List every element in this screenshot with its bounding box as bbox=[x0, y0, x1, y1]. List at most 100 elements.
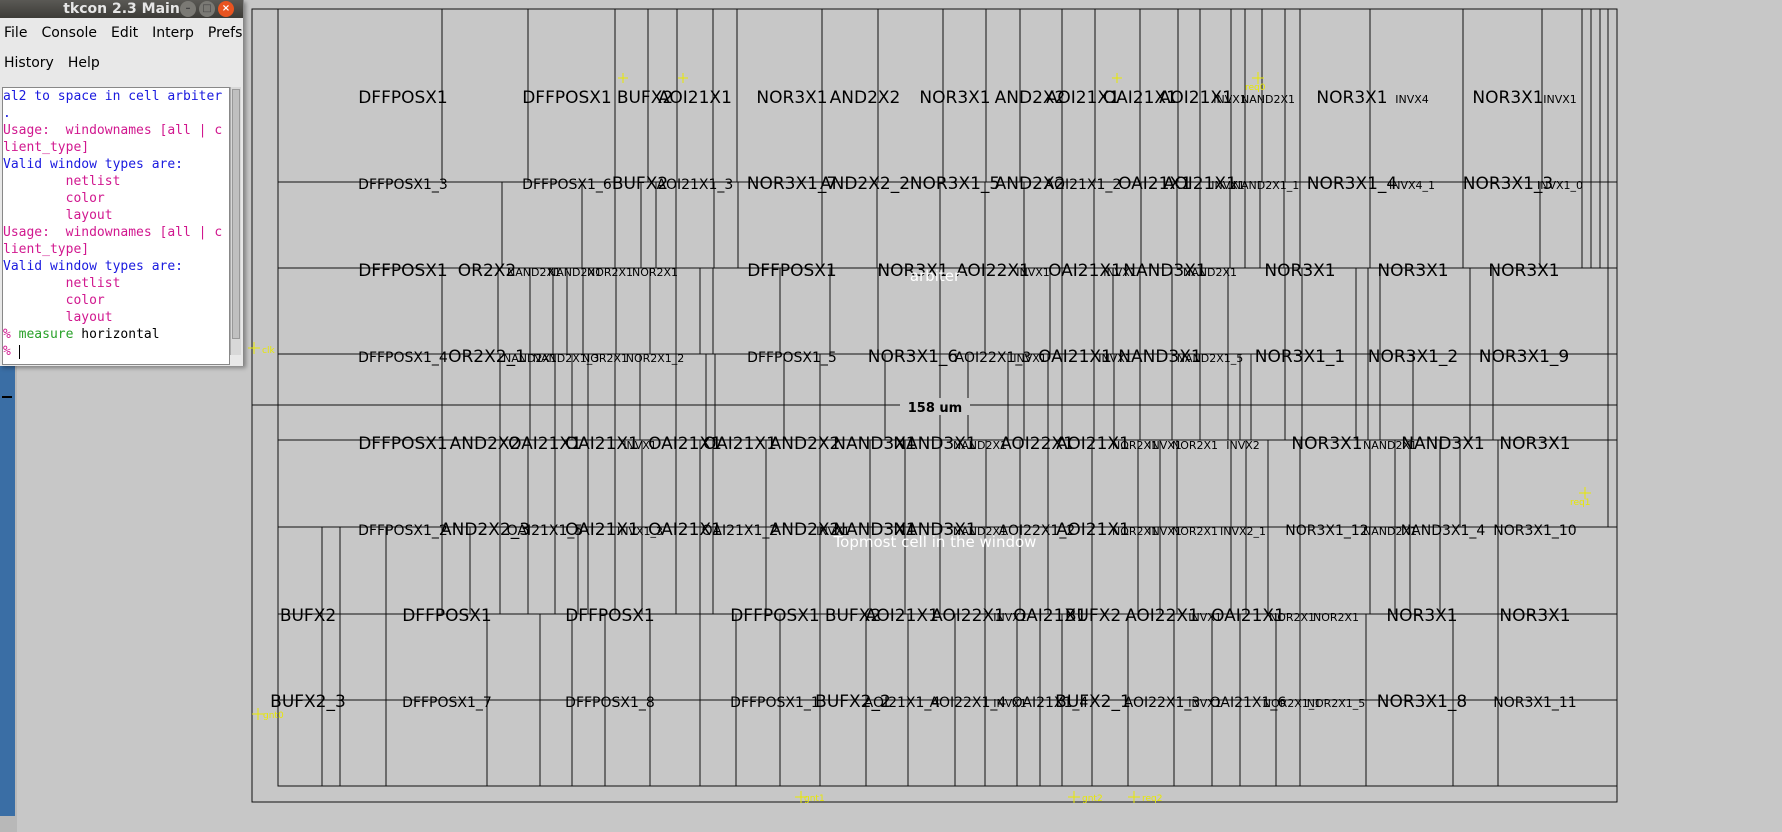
ruler-label-bg bbox=[900, 398, 970, 415]
cell-instance-label: OAI21X1 bbox=[565, 434, 639, 454]
cell-instance-label: NOR3X1_4 bbox=[1307, 174, 1398, 194]
prompt-symbol: % bbox=[3, 327, 11, 342]
cell-instance-label: INVX1 bbox=[1148, 439, 1182, 452]
console-lines: al2 to space in cell arbiter. Usage: wind… bbox=[3, 88, 229, 326]
console-line: Usage: windownames [all | c bbox=[3, 123, 223, 138]
launcher-strip[interactable] bbox=[0, 366, 15, 816]
cell-instance-label: NOR3X1 bbox=[1264, 261, 1335, 281]
cell-instance-label: NOR3X1_5 bbox=[910, 174, 1001, 194]
cell-instance-label: DFFPOSX1_3 bbox=[358, 177, 448, 193]
cell-instance-label: OAI21X1 bbox=[565, 520, 639, 540]
overlays: arbiter 158 um Topmost cell in the windo… bbox=[833, 267, 1037, 551]
cell-instance-label: NOR3X1 bbox=[1291, 434, 1362, 454]
cell-instance-label: DFFPOSX1_5 bbox=[747, 350, 837, 366]
menu-edit[interactable]: Edit bbox=[111, 25, 139, 41]
cell-instance-label: DFFPOSX1 bbox=[522, 88, 612, 108]
cell-instance-label: NOR2X1_5 bbox=[1307, 697, 1366, 710]
cell-instance-label: AOI21X1 bbox=[1159, 88, 1233, 108]
console-line: . bbox=[3, 106, 11, 121]
cell-instance-label: OAI21X1_4 bbox=[1012, 695, 1089, 711]
cell-instance-label: INVX1 bbox=[1211, 179, 1245, 192]
cell-instance-label: INVX2_1 bbox=[1220, 525, 1266, 538]
cell-instance-label: NAND2X1 bbox=[953, 439, 1007, 452]
cell-instance-label: AOI21X1_3 bbox=[657, 177, 734, 193]
cell-instance-label: DFFPOSX1_8 bbox=[565, 695, 655, 711]
cell-instance-label: NOR3X1 bbox=[1386, 606, 1457, 626]
cell-instance-label: OAI21X1 bbox=[1048, 261, 1122, 281]
cell-instance-label: OAI21X1 bbox=[648, 434, 722, 454]
close-icon[interactable]: × bbox=[218, 1, 234, 17]
cell-instance-label: DFFPOSX1 bbox=[358, 434, 448, 454]
cell-instance-label: NOR2X1 bbox=[582, 352, 628, 365]
cell-instance-label: AOI22X1 bbox=[1000, 434, 1074, 454]
cell-instance-label: INVX1 bbox=[1103, 266, 1137, 279]
menu-file[interactable]: File bbox=[4, 25, 28, 41]
tkcon-window: tkcon 2.3 Main – □ × File Console Edit I… bbox=[0, 0, 244, 366]
cell-instance-label: NAND2X1_3 bbox=[533, 352, 599, 365]
console-input-line[interactable]: % bbox=[3, 343, 229, 360]
menu-history[interactable]: History bbox=[4, 55, 54, 71]
cell-instance-label: NOR3X1 bbox=[919, 88, 990, 108]
cell-instance-label: AOI21X1 bbox=[1056, 520, 1130, 540]
cell-instance-label: AOI21X1 bbox=[1046, 88, 1120, 108]
topmost-cell-hint: Topmost cell in the window bbox=[833, 533, 1037, 551]
cell-instance-label: NAND3X1 bbox=[893, 434, 976, 454]
minimize-icon[interactable]: – bbox=[180, 1, 196, 17]
cell-instance-label: AND2X2 bbox=[995, 174, 1066, 194]
cell-instance-label: NOR3X1 bbox=[1499, 434, 1570, 454]
cell-instance-label: DFFPOSX1 bbox=[730, 606, 820, 626]
cell-instance-label: NAND2X1_1 bbox=[1233, 179, 1299, 192]
menu-help[interactable]: Help bbox=[67, 55, 100, 71]
menu-prefs[interactable]: Prefs bbox=[207, 25, 243, 41]
cell-instance-label: NOR2X1 bbox=[1172, 525, 1218, 538]
input-prompt-symbol: % bbox=[3, 344, 11, 359]
cell-instance-label: INVX1 bbox=[1213, 93, 1247, 106]
console-line: Usage: windownames [all | c bbox=[3, 225, 223, 240]
prompt-argument: horizontal bbox=[81, 327, 160, 342]
scrollbar-thumb[interactable] bbox=[232, 89, 240, 339]
cell-instance-label: INVX1 bbox=[993, 611, 1027, 624]
pin-label-clk: clk bbox=[262, 346, 275, 356]
cell-instance-label: AOI22X1 bbox=[1125, 606, 1199, 626]
cell-instance-label: AOI21X1_4 bbox=[864, 695, 941, 711]
cell-instance-label: NOR2X1 bbox=[1269, 611, 1315, 624]
console-line: Valid window types are: bbox=[3, 259, 184, 274]
console-line: lient_type] bbox=[3, 242, 90, 257]
cell-instance-label: NAND3X1 bbox=[1401, 434, 1484, 454]
cell-instance-label: NOR3X1_9 bbox=[1479, 347, 1570, 367]
cell-instance-label: AOI21X1 bbox=[1163, 174, 1237, 194]
cell-instance-label: NOR3X1_3 bbox=[1463, 174, 1554, 194]
cell-instance-label: NAND2X1_5 bbox=[1177, 352, 1243, 365]
console-line: Valid window types are: bbox=[3, 157, 184, 172]
cell-instance-label: NOR2X1 bbox=[632, 266, 678, 279]
cell-instance-label: NOR3X1_10 bbox=[1493, 523, 1576, 539]
cell-instance-label: NAND2X1 bbox=[1183, 266, 1237, 279]
cell-instance-label: OAI21X1_2 bbox=[702, 523, 779, 539]
cell-instance-label: INVX1 bbox=[1543, 93, 1577, 106]
maximize-icon[interactable]: □ bbox=[199, 1, 215, 17]
cell-instance-label: AOI21X1 bbox=[1056, 434, 1130, 454]
cell-instance-label: OAI21X1 bbox=[1118, 174, 1192, 194]
console-output[interactable]: al2 to space in cell arbiter. Usage: wind… bbox=[2, 87, 230, 365]
cell-instance-label: DFFPOSX1_2 bbox=[358, 523, 448, 539]
menu-console[interactable]: Console bbox=[41, 25, 98, 41]
launcher-mark bbox=[2, 396, 12, 398]
cell-instance-label: OR2X2 bbox=[458, 261, 516, 281]
cell-instance-label: NOR3X1_6 bbox=[868, 347, 959, 367]
console-scrollbar[interactable] bbox=[230, 87, 241, 355]
cell-instance-label: OAI21X1 bbox=[1211, 606, 1285, 626]
tkcon-titlebar[interactable]: tkcon 2.3 Main – □ × bbox=[0, 0, 243, 18]
cell-instance-label: NAND2X1 bbox=[953, 525, 1007, 538]
cell-instance-label: NOR3X1 bbox=[877, 261, 948, 281]
cell-instance-label: DFFPOSX1_6 bbox=[522, 177, 612, 193]
menu-interp[interactable]: Interp bbox=[152, 25, 194, 41]
cell-instance-label: NAND2X1 bbox=[548, 266, 602, 279]
cell-instance-label: NOR3X1 bbox=[756, 88, 827, 108]
cell-instance-label: INVX2 bbox=[1226, 439, 1260, 452]
cell-instance-label: AOI21X1_2 bbox=[1045, 177, 1122, 193]
console-line: al2 to space in cell arbiter bbox=[3, 89, 223, 104]
text-cursor bbox=[18, 344, 20, 359]
console-line: color bbox=[3, 191, 105, 206]
menu-bar-row2: History Help bbox=[0, 48, 243, 78]
